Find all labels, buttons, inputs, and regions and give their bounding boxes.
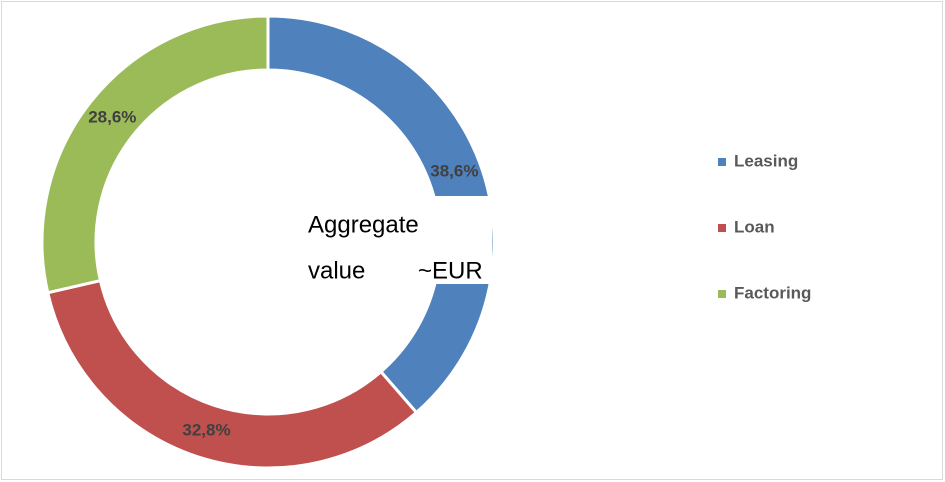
legend-swatch — [718, 224, 726, 232]
donut — [40, 14, 496, 470]
legend-label: Factoring — [734, 283, 811, 302]
legend-swatch — [718, 290, 726, 298]
value-label: 32,8% — [182, 421, 230, 440]
text-box — [378, 196, 492, 284]
legend: Leasing Loan Factoring — [718, 151, 811, 302]
donut-segment — [40, 14, 270, 295]
legend-label: Loan — [734, 217, 775, 236]
annotation-box: Aggregate value ~EUR — [308, 211, 483, 284]
value-label: 28,6% — [88, 108, 136, 127]
annotation: value — [308, 257, 365, 284]
donut-segment — [45, 278, 419, 470]
annotation: ~EUR — [418, 257, 483, 284]
legend-label: Leasing — [734, 151, 798, 170]
labels: 38,6% 32,8% 28,6% — [88, 108, 478, 440]
value-label: 38,6% — [430, 162, 478, 181]
legend-swatch — [718, 158, 726, 166]
donut-segment — [266, 14, 496, 415]
annotation: Aggregate — [308, 211, 419, 238]
